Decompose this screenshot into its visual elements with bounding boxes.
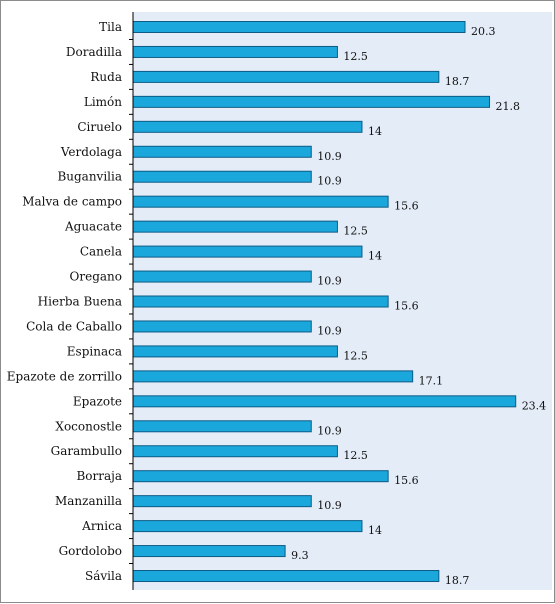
bar-epazote-de-zorrillo	[132, 370, 414, 383]
value-label-garambullo: 12.5	[343, 449, 368, 462]
bars-layer: Tila 20.3 Doradilla 12.5 Ruda 18.7 Limón 21.8 Ci…	[7, 20, 546, 587]
bar-manzanilla	[132, 495, 312, 508]
category-label-buganvilia: Buganvilia	[57, 170, 122, 184]
bar-borraja	[132, 470, 389, 483]
bar-epazote	[132, 395, 517, 408]
bar-garambullo	[132, 445, 338, 458]
bar-malva-de-campo	[132, 195, 389, 208]
value-label-oregano: 10.9	[317, 275, 342, 288]
bar-oregano	[132, 270, 312, 283]
value-label-borraja: 15.6	[394, 474, 419, 487]
category-label-limon: Limón	[84, 95, 122, 109]
value-label-buganvilia: 10.9	[317, 175, 342, 188]
value-label-arnica: 14	[368, 524, 382, 537]
category-label-epazote: Epazote	[73, 394, 122, 408]
bar-hierba-buena	[132, 295, 389, 308]
bar-ruda	[132, 70, 440, 83]
value-label-cola-de-caballo: 10.9	[317, 324, 342, 337]
category-label-espinaca: Espinaca	[67, 344, 122, 358]
category-label-tila: Tila	[99, 20, 122, 34]
value-label-tila: 20.3	[471, 25, 496, 38]
bar-buganvilia	[132, 170, 312, 183]
value-label-ruda: 18.7	[445, 75, 470, 88]
category-label-verdolaga: Verdolaga	[60, 145, 122, 159]
category-label-oregano: Oregano	[70, 270, 122, 284]
value-label-malva-de-campo: 15.6	[394, 200, 419, 213]
bar-doradilla	[132, 45, 338, 58]
value-label-verdolaga: 10.9	[317, 150, 342, 163]
value-label-canela: 14	[368, 250, 382, 263]
category-label-borraja: Borraja	[76, 469, 122, 483]
bar-cola-de-caballo	[132, 320, 312, 333]
value-label-ciruelo: 14	[368, 125, 382, 138]
value-label-doradilla: 12.5	[343, 50, 368, 63]
category-label-arnica: Arnica	[81, 519, 122, 533]
value-label-manzanilla: 10.9	[317, 499, 342, 512]
value-label-espinaca: 12.5	[343, 349, 368, 362]
category-label-ruda: Ruda	[90, 70, 122, 84]
category-label-cola-de-caballo: Cola de Caballo	[26, 319, 122, 333]
category-label-epazote-de-zorrillo: Epazote de zorrillo	[7, 369, 122, 383]
category-label-ciruelo: Ciruelo	[77, 120, 122, 134]
bar-arnica	[132, 520, 363, 533]
bar-aguacate	[132, 220, 338, 233]
bar-tila	[132, 21, 466, 33]
value-label-epazote: 23.4	[522, 399, 547, 412]
bar-verdolaga	[132, 145, 312, 158]
bar-canela	[132, 245, 363, 258]
category-label-aguacate: Aguacate	[64, 220, 122, 234]
bar-gordolobo	[132, 545, 286, 558]
category-label-gordolobo: Gordolobo	[59, 544, 122, 558]
value-label-xoconostle: 10.9	[317, 424, 342, 437]
value-label-gordolobo: 9.3	[291, 549, 309, 562]
bar-savila	[132, 570, 440, 583]
bar-xoconostle	[132, 420, 312, 433]
category-label-doradilla: Doradilla	[66, 45, 122, 59]
value-label-savila: 18.7	[445, 574, 470, 587]
category-label-garambullo: Garambullo	[51, 444, 122, 458]
value-label-aguacate: 12.5	[343, 225, 368, 238]
value-label-hierba-buena: 15.6	[394, 300, 419, 313]
bar-ciruelo	[132, 120, 363, 133]
category-label-malva-de-campo: Malva de campo	[22, 195, 122, 209]
bar-limon	[132, 95, 491, 108]
category-label-hierba-buena: Hierba Buena	[38, 295, 122, 309]
category-label-xoconostle: Xoconostle	[55, 419, 122, 433]
category-label-canela: Canela	[80, 245, 122, 259]
value-label-limon: 21.8	[496, 100, 520, 113]
category-label-manzanilla: Manzanilla	[55, 494, 122, 508]
category-label-savila: Sávila	[85, 569, 122, 583]
value-label-epazote-de-zorrillo: 17.1	[419, 374, 444, 387]
bar-espinaca	[132, 345, 338, 358]
